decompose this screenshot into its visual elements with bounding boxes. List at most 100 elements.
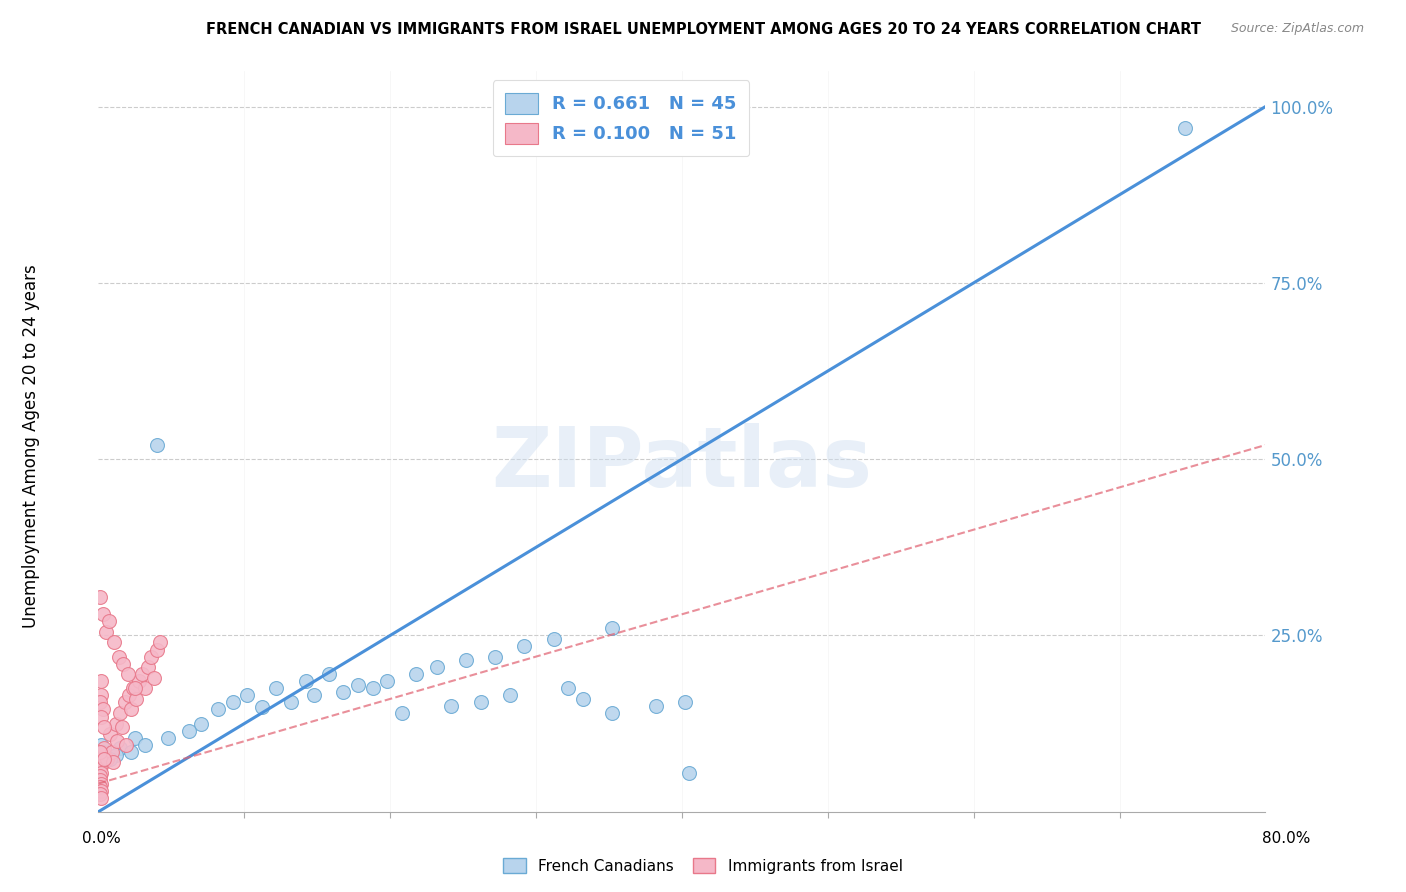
Point [405, 667, 427, 681]
Point [673, 695, 696, 709]
Point [100, 745, 122, 759]
Point [221, 695, 243, 709]
Point [375, 674, 398, 689]
Point [391, 706, 413, 720]
Point [112, 657, 135, 671]
Point [125, 692, 148, 706]
Point [1174, 120, 1197, 135]
Point [117, 667, 139, 681]
Text: 80.0%: 80.0% [1263, 831, 1310, 846]
Text: ZIPatlas: ZIPatlas [492, 423, 872, 504]
Point [90, 674, 112, 689]
Point [89, 787, 111, 801]
Point [190, 716, 212, 731]
Point [90, 790, 112, 805]
Point [122, 681, 145, 696]
Point [98, 752, 121, 766]
Point [149, 635, 172, 649]
Point [90, 783, 112, 797]
Point [90, 709, 112, 723]
Text: FRENCH CANADIAN VS IMMIGRANTS FROM ISRAEL UNEMPLOYMENT AMONG AGES 20 TO 24 YEARS: FRENCH CANADIAN VS IMMIGRANTS FROM ISRAE… [205, 22, 1201, 37]
Point [426, 660, 449, 674]
Point [105, 734, 128, 748]
Point [134, 681, 156, 696]
Point [318, 667, 340, 681]
Point [94, 624, 117, 639]
Point [142, 671, 165, 685]
Point [678, 766, 700, 780]
Point [644, 698, 666, 713]
Text: Source: ZipAtlas.com: Source: ZipAtlas.com [1230, 22, 1364, 36]
Point [139, 649, 162, 664]
Point [557, 681, 579, 696]
Point [207, 702, 229, 716]
Point [90, 766, 112, 780]
Point [90, 738, 112, 752]
Point [89, 752, 111, 766]
Point [134, 738, 156, 752]
Point [280, 695, 302, 709]
Point [89, 763, 111, 777]
Point [110, 706, 132, 720]
Point [111, 720, 134, 734]
Point [571, 692, 593, 706]
Text: 0.0%: 0.0% [82, 831, 121, 846]
Point [250, 700, 273, 714]
Point [531, 120, 554, 135]
Point [136, 660, 159, 674]
Point [90, 689, 112, 703]
Legend: French Canadians, Immigrants from Israel: French Canadians, Immigrants from Israel [498, 852, 908, 880]
Point [146, 438, 169, 452]
Point [304, 689, 326, 703]
Point [104, 716, 127, 731]
Point [93, 720, 115, 734]
Point [103, 635, 125, 649]
Point [91, 702, 114, 716]
Point [89, 780, 111, 794]
Point [89, 745, 111, 759]
Point [89, 590, 111, 604]
Point [128, 674, 150, 689]
Point [600, 706, 623, 720]
Point [177, 723, 200, 738]
Point [146, 642, 169, 657]
Point [104, 748, 127, 763]
Text: Unemployment Among Ages 20 to 24 years: Unemployment Among Ages 20 to 24 years [22, 264, 39, 628]
Point [114, 695, 136, 709]
Point [90, 776, 112, 790]
Point [332, 685, 354, 699]
Point [470, 695, 492, 709]
Point [454, 653, 477, 667]
Point [89, 695, 111, 709]
Point [124, 731, 146, 745]
Point [440, 698, 463, 713]
Point [93, 741, 115, 756]
Point [236, 689, 259, 703]
Legend: R = 0.661   N = 45, R = 0.100   N = 51: R = 0.661 N = 45, R = 0.100 N = 51 [492, 80, 749, 156]
Point [120, 702, 142, 716]
Point [89, 772, 111, 787]
Point [484, 649, 506, 664]
Point [131, 667, 153, 681]
Point [600, 621, 623, 635]
Point [347, 678, 370, 692]
Point [89, 769, 111, 783]
Point [91, 745, 114, 759]
Point [543, 632, 565, 646]
Point [124, 681, 146, 696]
Point [91, 607, 114, 622]
Point [266, 681, 288, 696]
Point [101, 756, 124, 770]
Point [96, 752, 118, 766]
Point [294, 674, 316, 689]
Point [108, 649, 131, 664]
Point [118, 689, 141, 703]
Point [90, 759, 112, 773]
Point [361, 681, 384, 696]
Point [98, 727, 121, 741]
Point [110, 741, 132, 756]
Point [513, 639, 536, 653]
Point [93, 752, 115, 766]
Point [115, 738, 138, 752]
Point [157, 731, 180, 745]
